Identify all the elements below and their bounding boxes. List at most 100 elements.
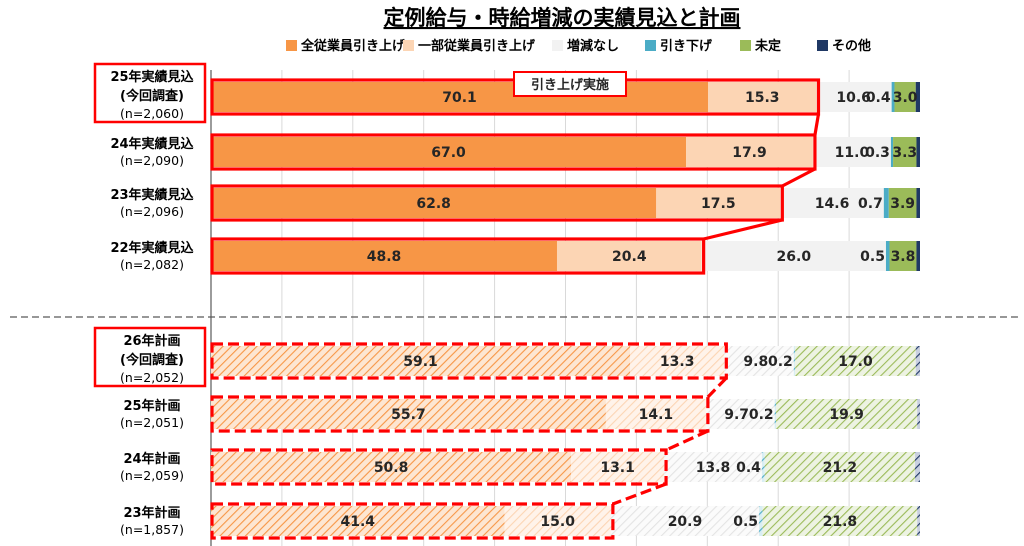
bar-row: 62.8 17.5 14.6 0.7 3.9 xyxy=(211,188,920,218)
data-label: 0.2 xyxy=(749,407,774,423)
data-label: 3.9 xyxy=(890,196,915,212)
legend-label: その他 xyxy=(832,38,871,54)
legend: 全従業員引き上げ 一部従業員引き上げ 増減なし 引き下げ 未定 その他 xyxy=(286,38,871,54)
bar-row: 55.7 14.1 9.7 0.2 19.9 xyxy=(211,399,920,429)
bar-未定 xyxy=(764,452,916,482)
bar-未定 xyxy=(893,137,917,167)
legend-label: 全従業員引き上げ xyxy=(300,38,406,54)
bar-一部従業員引き上げ xyxy=(656,188,781,218)
raise-outline xyxy=(210,502,615,540)
category-label: 25年実績見込 xyxy=(110,69,194,85)
legend-swatch xyxy=(740,40,751,51)
data-label: 3.8 xyxy=(891,249,916,265)
legend-label: 一部従業員引き上げ xyxy=(418,38,536,54)
bar-一部従業員引き上げ xyxy=(556,241,702,271)
bar-未定 xyxy=(889,241,917,271)
bar-row: 59.1 13.3 9.8 0.2 17.0 xyxy=(211,346,920,376)
bar-未定 xyxy=(894,82,916,112)
bar-増減なし xyxy=(610,506,760,536)
category-label: 25年計画 xyxy=(123,398,180,414)
category-n: (n=2,059) xyxy=(120,468,184,483)
data-label: 48.8 xyxy=(367,249,402,265)
data-label: 21.8 xyxy=(823,514,858,530)
bar-全従業員引き上げ xyxy=(211,452,572,482)
category-sublabel: (今回調査) xyxy=(120,352,184,368)
raise-outline xyxy=(210,237,706,275)
data-label: 17.0 xyxy=(838,354,873,370)
bar-引き下げ xyxy=(759,506,763,536)
data-label: 41.4 xyxy=(340,514,375,530)
raise-outline xyxy=(210,342,728,380)
bar-その他 xyxy=(915,82,920,112)
raise-outline xyxy=(706,376,728,399)
legend-label: 未定 xyxy=(754,38,781,54)
data-label: 0.2 xyxy=(768,354,793,370)
data-label: 26.0 xyxy=(777,249,812,265)
bar-増減なし xyxy=(664,452,762,482)
bar-一部従業員引き上げ xyxy=(708,82,817,112)
bar-その他 xyxy=(917,506,920,536)
raise-outline xyxy=(781,167,816,188)
chart-title: 定例給与・時給増減の実績見込と計画 xyxy=(384,6,741,30)
bar-row: 41.4 15.0 20.9 0.5 21.8 xyxy=(211,506,920,536)
bar-未定 xyxy=(795,346,916,376)
data-label: 9.7 xyxy=(724,407,749,423)
bar-一部従業員引き上げ xyxy=(571,452,665,482)
data-label: 0.3 xyxy=(865,145,890,161)
current-survey-box xyxy=(93,326,207,388)
data-label: 14.6 xyxy=(815,196,850,212)
raise-outline xyxy=(665,429,709,452)
raise-outline xyxy=(210,395,710,433)
callout-label: 引き上げ実施 xyxy=(531,77,609,93)
bar-その他 xyxy=(917,399,920,429)
data-label: 9.8 xyxy=(743,354,768,370)
data-label: 19.9 xyxy=(829,407,864,423)
legend-label: 増減なし xyxy=(567,38,619,54)
raise-outline xyxy=(210,133,817,171)
bar-引き下げ xyxy=(793,346,796,376)
bar-増減なし xyxy=(816,82,892,112)
bar-一部従業員引き上げ xyxy=(504,506,611,536)
bar-その他 xyxy=(915,346,920,376)
data-label: 3.0 xyxy=(893,90,918,106)
data-label: 55.7 xyxy=(391,407,426,423)
bar-全従業員引き上げ xyxy=(211,241,557,271)
bar-一部従業員引き上げ xyxy=(605,399,706,429)
data-label: 17.9 xyxy=(732,145,767,161)
data-label: 62.8 xyxy=(416,196,451,212)
data-label: 13.1 xyxy=(600,460,635,476)
data-label: 15.3 xyxy=(745,90,780,106)
category-n: (n=2,082) xyxy=(120,257,184,272)
bar-増減なし xyxy=(724,346,794,376)
legend-swatch xyxy=(552,40,563,51)
category-labels: 25年実績見込 (今回調査) (n=2,060) 24年実績見込(n=2,090) 23… xyxy=(93,62,207,537)
category-label: 23年計画 xyxy=(123,505,180,521)
raise-outline xyxy=(210,184,784,222)
bar-その他 xyxy=(916,137,920,167)
data-label: 50.8 xyxy=(374,460,409,476)
data-label: 0.7 xyxy=(858,196,883,212)
data-label: 70.1 xyxy=(442,90,477,106)
callout-box xyxy=(513,71,627,97)
bars: 70.1 15.3 10.60.4 3.067.0 17.9 11.00.3 3.362.8… xyxy=(211,82,920,536)
data-label: 10.6 xyxy=(836,90,871,106)
bar-引き下げ xyxy=(891,82,895,112)
category-label: 22年実績見込 xyxy=(110,240,194,256)
bar-全従業員引き上げ xyxy=(211,137,687,167)
raise-outline xyxy=(612,482,667,506)
data-label: 3.3 xyxy=(892,145,917,161)
category-label: 23年実績見込 xyxy=(110,187,194,203)
bar-全従業員引き上げ xyxy=(211,346,631,376)
category-n: (n=2,052) xyxy=(120,370,184,385)
bar-全従業員引き上げ xyxy=(211,188,657,218)
legend-swatch xyxy=(645,40,656,51)
category-label: 26年計画 xyxy=(123,333,180,349)
category-label: 24年計画 xyxy=(123,451,180,467)
category-sublabel: (今回調査) xyxy=(120,88,184,104)
data-label: 15.0 xyxy=(540,514,575,530)
category-n: (n=2,051) xyxy=(120,415,184,430)
bar-未定 xyxy=(776,399,918,429)
raise-outline xyxy=(703,218,783,241)
bar-row: 48.8 20.4 26.0 0.5 3.8 xyxy=(211,241,920,271)
